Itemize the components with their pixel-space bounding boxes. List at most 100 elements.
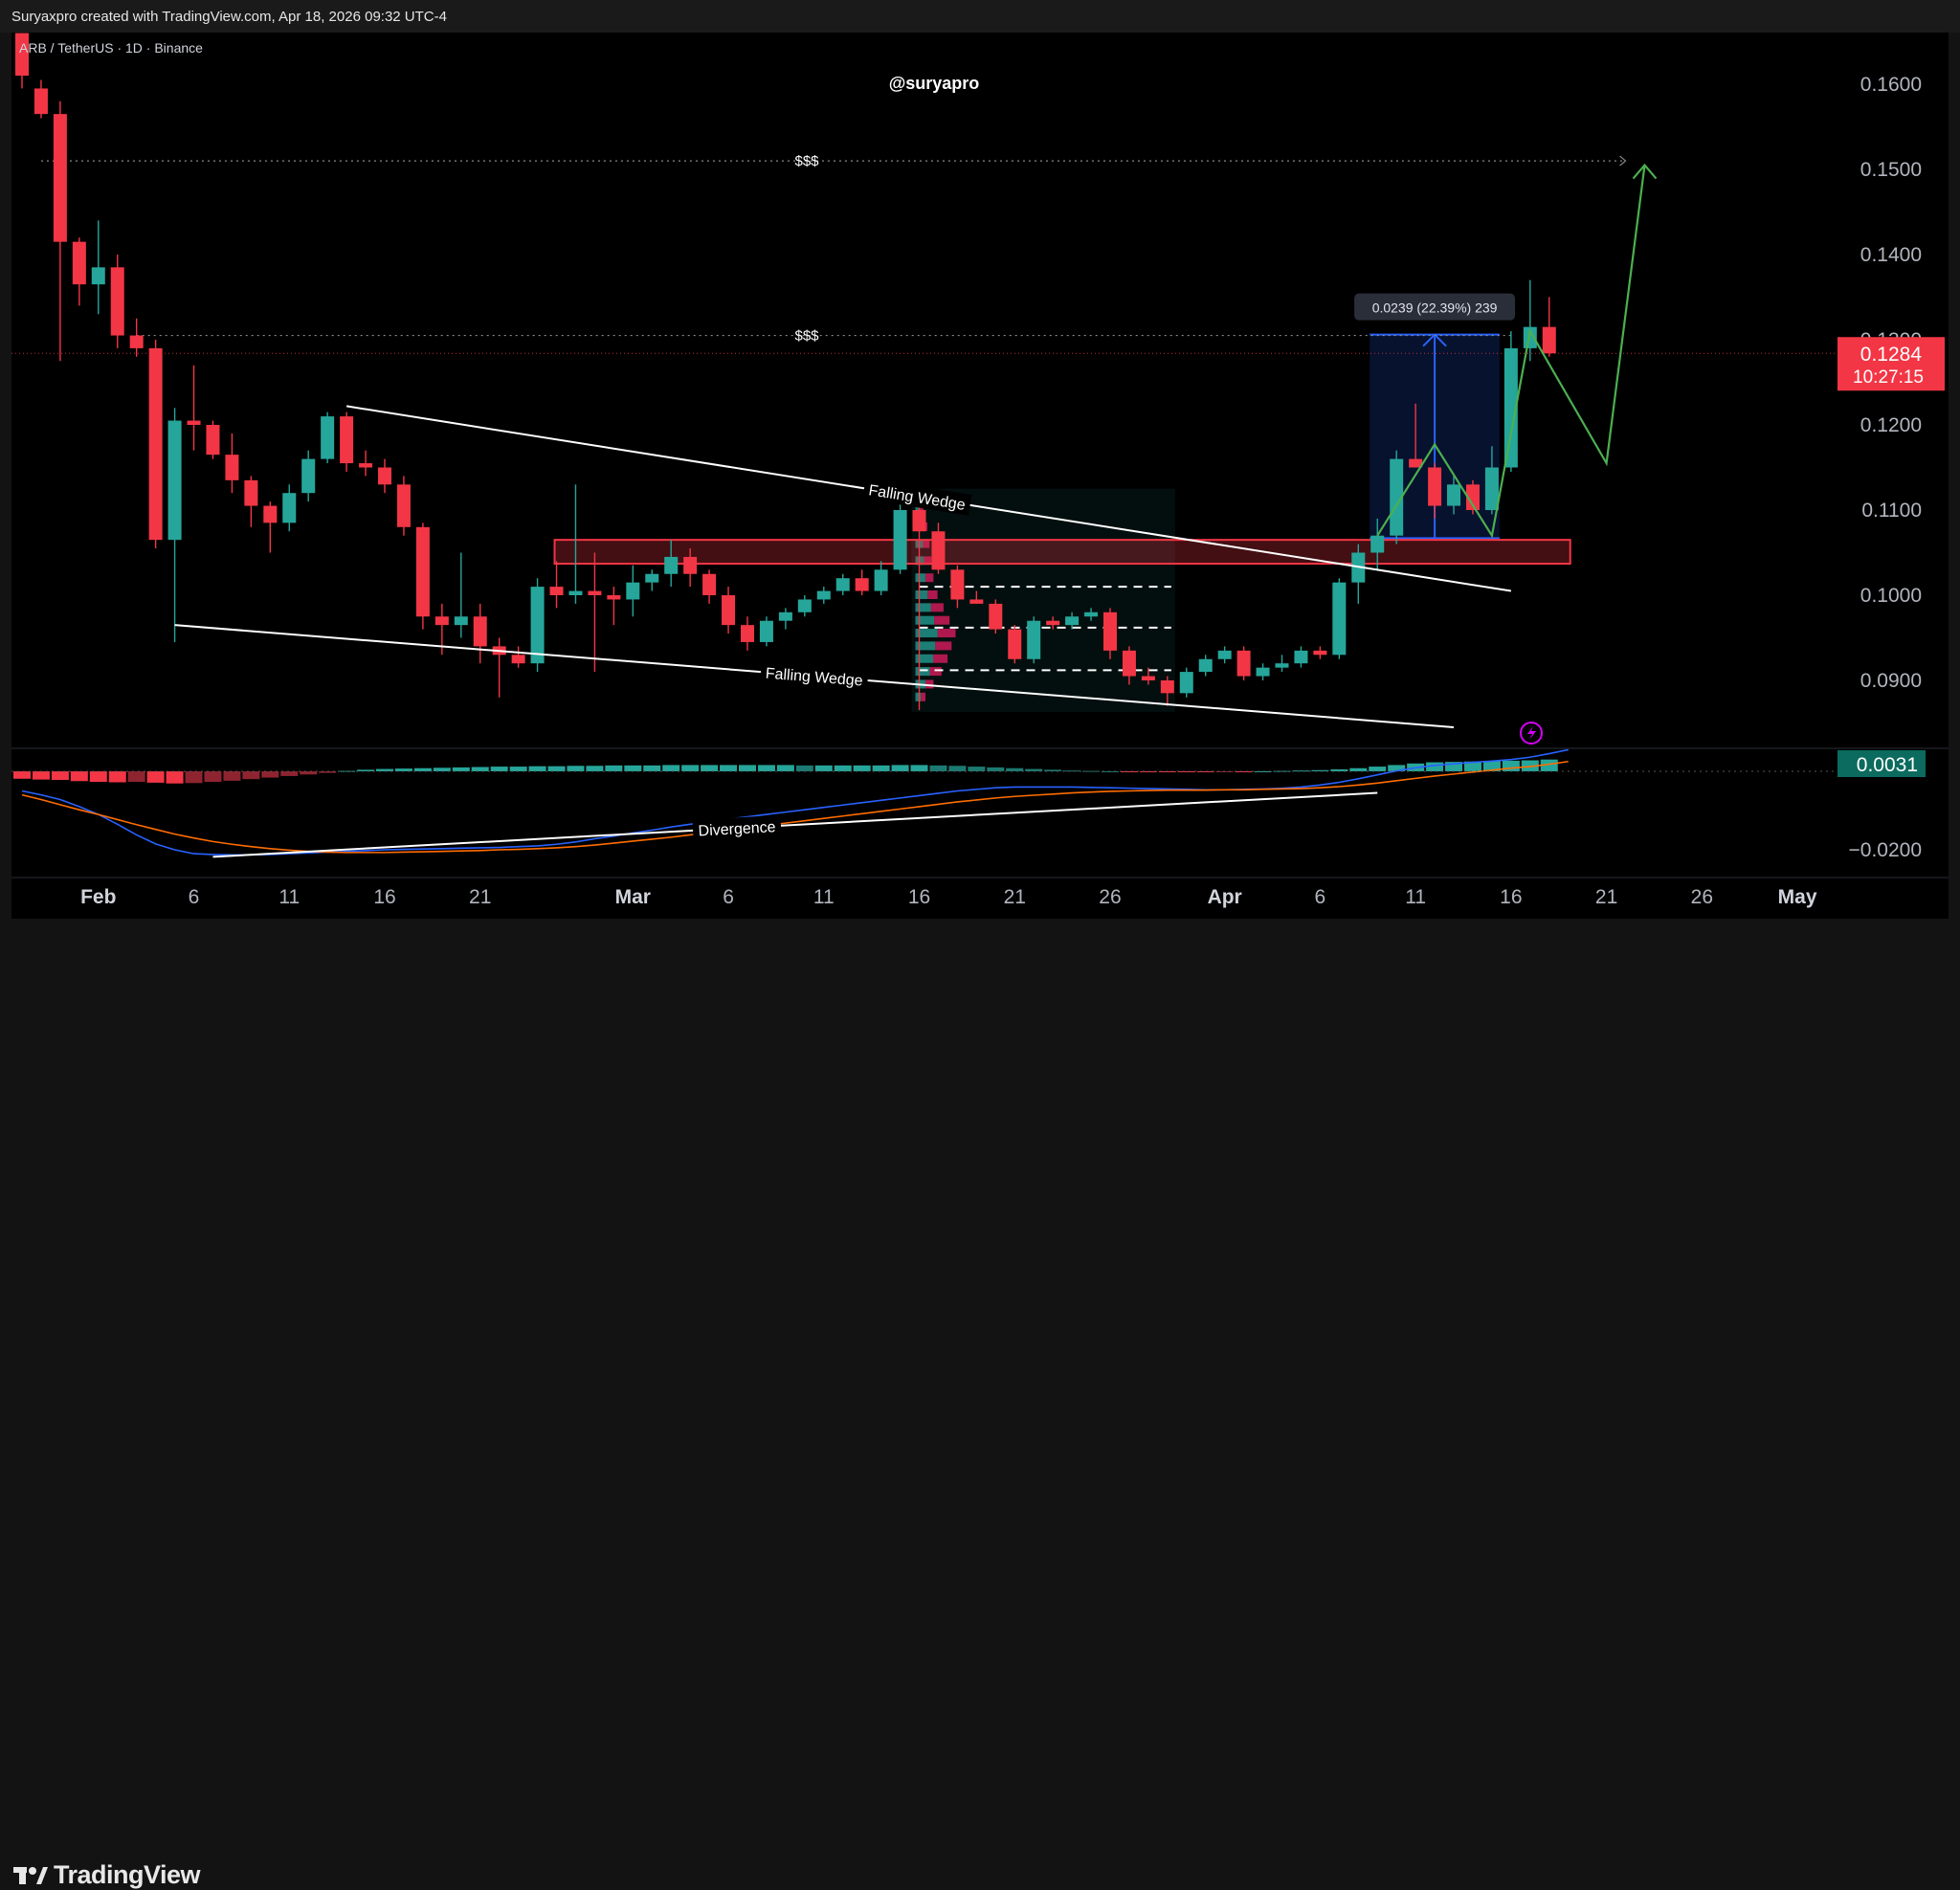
liquidity-label: $$$ xyxy=(794,328,819,345)
macd-histogram-bar xyxy=(280,771,299,776)
tradingview-brand: TradingView xyxy=(54,1860,201,1889)
candle-body xyxy=(15,33,29,77)
macd-histogram-bar xyxy=(166,771,184,784)
candle-body xyxy=(1503,347,1518,468)
macd-histogram-bar xyxy=(127,771,145,783)
volume-profile-bar-up xyxy=(915,629,938,638)
macd-histogram-bar xyxy=(1330,768,1348,771)
countdown-label: 10:27:15 xyxy=(1853,367,1924,388)
tradingview-logo[interactable]: TradingView xyxy=(13,1860,201,1890)
candle-body xyxy=(874,569,888,591)
candle-body xyxy=(1542,326,1556,354)
candle-body xyxy=(855,578,869,591)
candle-body xyxy=(1046,620,1060,626)
candle-body xyxy=(1428,467,1442,506)
current-price-tag xyxy=(1838,337,1945,391)
candle-body xyxy=(415,526,430,617)
volume-profile-bar-up xyxy=(915,603,931,612)
macd-histogram-bar xyxy=(394,768,412,771)
y-tick-label: 0.1400 xyxy=(1860,244,1922,266)
candle-body xyxy=(797,599,812,612)
symbol-label: ARB / TetherUS · 1D · Binance xyxy=(19,40,203,56)
candle-body xyxy=(282,493,297,523)
candle-body xyxy=(1370,535,1385,553)
macd-histogram-bar xyxy=(968,767,986,771)
candle-body xyxy=(912,510,926,532)
macd-histogram-bar xyxy=(1463,761,1481,771)
volume-profile-bar-up xyxy=(915,573,925,583)
candle-body xyxy=(1217,650,1232,659)
x-tick-label: 21 xyxy=(469,886,491,908)
macd-histogram-bar xyxy=(1235,771,1253,772)
y-tick-label: 0.1200 xyxy=(1860,414,1922,436)
volume-profile-bar-down xyxy=(927,590,938,599)
macd-histogram-bar xyxy=(1044,769,1062,771)
candle-body xyxy=(816,590,831,600)
macd-histogram-bar xyxy=(1254,771,1272,772)
candle-body xyxy=(1141,676,1155,680)
candle-body xyxy=(1447,484,1461,506)
candle-body xyxy=(1484,467,1499,510)
candle-body xyxy=(473,616,487,647)
macd-histogram-bar xyxy=(948,766,967,771)
x-tick-label: 11 xyxy=(813,886,835,908)
macd-histogram-bar xyxy=(413,767,432,771)
candle-body xyxy=(1160,680,1174,694)
measure-label-bg xyxy=(1354,293,1516,321)
macd-tick-label: −0.0200 xyxy=(1849,839,1923,861)
macd-histogram-bar xyxy=(1426,762,1444,771)
macd-histogram-bar xyxy=(261,771,279,778)
candle-body xyxy=(969,599,984,604)
macd-histogram-bar xyxy=(375,768,393,771)
macd-histogram-bar xyxy=(1540,759,1558,771)
macd-histogram-bar xyxy=(1388,765,1406,771)
candle-body xyxy=(1084,611,1099,617)
measure-arrow-head xyxy=(1422,333,1447,347)
macd-histogram-bar xyxy=(433,767,451,771)
macd-histogram-bar xyxy=(1369,767,1387,771)
alert-icon[interactable] xyxy=(1520,722,1543,745)
candle-body xyxy=(1065,616,1080,626)
macd-histogram-bar xyxy=(1120,771,1138,772)
volume-profile-bar-down xyxy=(937,629,956,638)
macd-histogram-bar xyxy=(357,769,375,771)
candle-body xyxy=(72,241,86,285)
x-tick-label: 11 xyxy=(1405,886,1426,908)
resistance-zone xyxy=(553,539,1571,566)
macd-histogram-bar xyxy=(643,765,661,771)
falling-wedge-lower-label-group: Falling Wedge xyxy=(760,661,869,691)
x-tick-label: 21 xyxy=(1595,886,1617,908)
macd-histogram-bar xyxy=(624,765,642,771)
macd-histogram-bar xyxy=(1177,771,1195,772)
macd-histogram-bar xyxy=(738,765,756,771)
candle-body xyxy=(263,505,278,523)
candle-body xyxy=(1523,326,1537,348)
macd-histogram-bar xyxy=(929,765,947,771)
candle-body xyxy=(1465,484,1480,510)
macd-histogram-bar xyxy=(681,765,700,771)
x-tick-label: 11 xyxy=(278,886,300,908)
y-tick-label: 0.1600 xyxy=(1860,74,1922,96)
candle-body xyxy=(568,590,583,595)
divergence-label-bg xyxy=(692,814,782,841)
candle-body xyxy=(1122,650,1136,677)
candle-body xyxy=(1313,650,1327,656)
x-tick-label: 16 xyxy=(908,886,930,908)
volume-profile-bar-down xyxy=(921,692,926,701)
macd-histogram-bar xyxy=(1482,761,1501,771)
projected-path-arrow xyxy=(1632,163,1658,180)
liquidity-line-end xyxy=(1619,155,1627,167)
candle-body xyxy=(588,590,602,595)
candle-body xyxy=(1390,458,1404,536)
x-tick-label: 6 xyxy=(1315,886,1326,908)
volume-profile-bar-down xyxy=(924,573,934,583)
candle-body xyxy=(931,531,946,570)
divergence-line xyxy=(212,791,1378,858)
macd-pane: Divergence xyxy=(11,748,1838,858)
volume-profile-bar-up xyxy=(915,667,930,677)
candle-body xyxy=(893,510,907,570)
volume-profile-bar-up xyxy=(915,505,921,514)
x-tick-label: May xyxy=(1778,886,1817,908)
y-tick-label: 0.1000 xyxy=(1860,585,1922,607)
